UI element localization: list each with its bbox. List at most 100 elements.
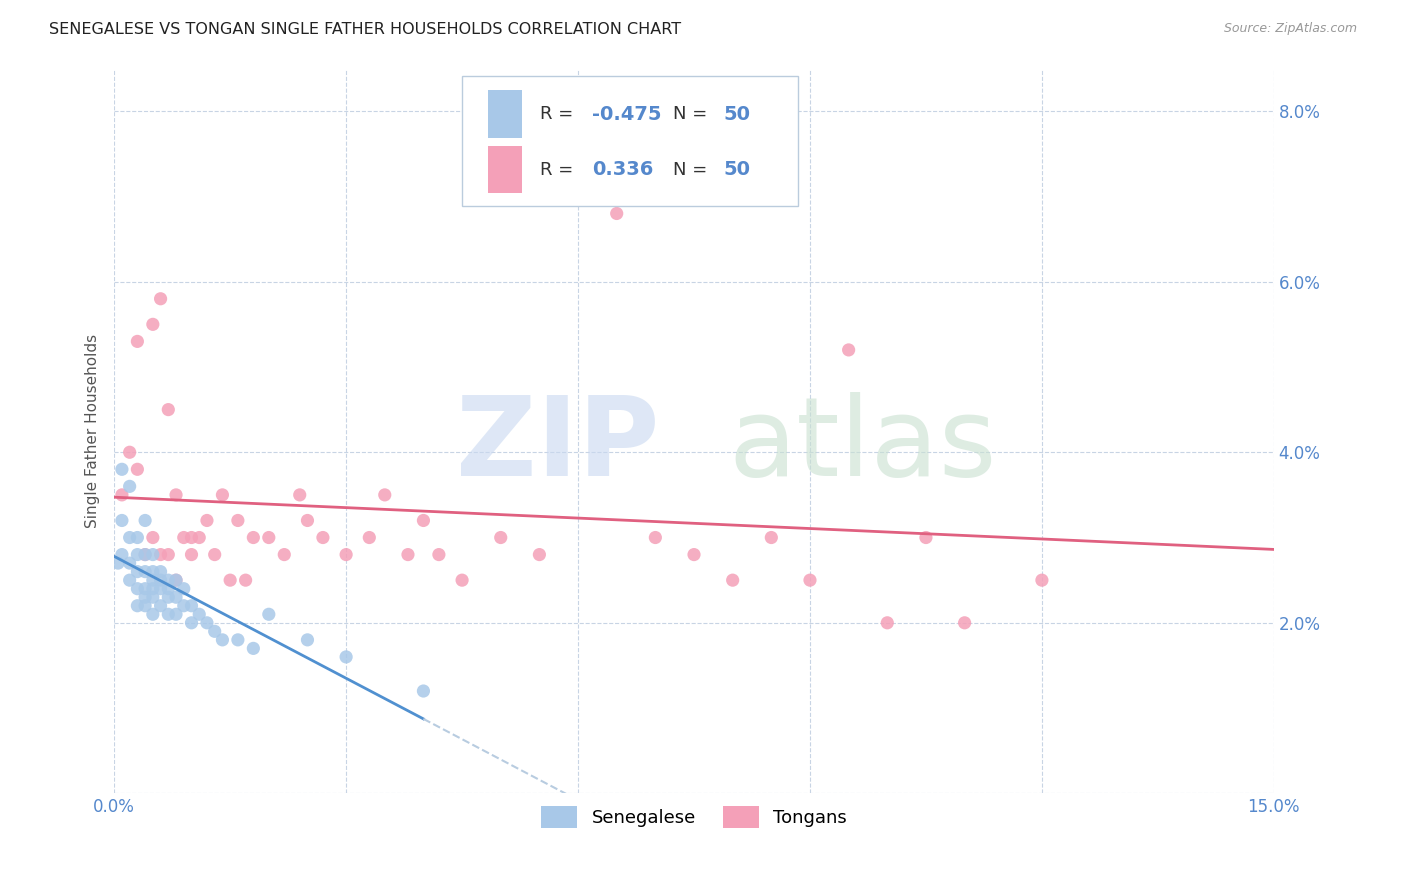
Point [149,565,172,579]
Point [111,488,134,502]
Text: R =: R = [540,161,585,179]
Point [427,548,450,562]
Point [761,531,783,545]
Text: SENEGALESE VS TONGAN SINGLE FATHER HOUSEHOLDS CORRELATION CHART: SENEGALESE VS TONGAN SINGLE FATHER HOUSE… [49,22,682,37]
Point [195,615,218,630]
Point [118,479,141,493]
Point [180,615,202,630]
Point [134,513,156,527]
Point [915,531,938,545]
Point [211,632,233,647]
Point [134,565,156,579]
Point [111,513,134,527]
Point [838,343,860,357]
Point [149,582,172,596]
Point [134,582,156,596]
Point [134,591,156,605]
Point [451,573,474,587]
Point [118,573,141,587]
Point [149,548,172,562]
Point [157,582,180,596]
Point [142,591,165,605]
Point [157,573,180,587]
Bar [488,146,523,194]
Point [142,531,165,545]
Point [721,573,744,587]
Point [335,548,357,562]
Point [127,599,149,613]
Point [142,565,165,579]
Text: R =: R = [540,105,579,123]
Point [953,615,976,630]
Text: ZIP: ZIP [456,392,659,499]
Point [180,599,202,613]
Point [157,548,180,562]
Point [211,488,233,502]
Point [134,548,156,562]
Legend: Senegalese, Tongans: Senegalese, Tongans [534,798,855,835]
Text: -0.475: -0.475 [592,105,661,124]
Point [235,573,257,587]
Point [273,548,295,562]
Text: 0.336: 0.336 [592,161,654,179]
Point [1031,573,1053,587]
Point [165,573,187,587]
Point [127,582,149,596]
Point [165,573,187,587]
Point [173,582,195,596]
Point [188,607,211,622]
Point [876,615,898,630]
Point [165,488,187,502]
Point [107,556,129,570]
Text: 50: 50 [723,161,749,179]
Point [111,548,134,562]
Point [374,488,396,502]
Point [204,624,226,639]
Point [180,548,202,562]
Point [312,531,335,545]
Point [180,531,202,545]
Point [134,548,156,562]
Point [157,591,180,605]
Point [173,531,195,545]
Point [567,189,589,203]
Point [134,599,156,613]
Point [142,318,165,332]
Bar [488,90,523,137]
Text: N =: N = [673,161,713,179]
Point [149,573,172,587]
Point [297,513,319,527]
Point [142,582,165,596]
Text: atlas: atlas [728,392,997,499]
Point [118,531,141,545]
Point [142,548,165,562]
Point [157,607,180,622]
Point [242,531,264,545]
Point [188,531,211,545]
Point [127,565,149,579]
Point [288,488,311,502]
Point [257,531,280,545]
Point [127,531,149,545]
Point [173,599,195,613]
Point [204,548,226,562]
Point [118,556,141,570]
Point [142,573,165,587]
Point [127,334,149,349]
Point [683,548,706,562]
Point [799,573,821,587]
Point [142,607,165,622]
Point [257,607,280,622]
Point [529,548,551,562]
Point [118,445,141,459]
Point [226,513,249,527]
Point [111,462,134,476]
Point [359,531,381,545]
Point [149,292,172,306]
Point [412,513,434,527]
FancyBboxPatch shape [463,76,799,206]
Point [489,531,512,545]
Point [335,649,357,664]
Point [127,462,149,476]
Point [149,599,172,613]
